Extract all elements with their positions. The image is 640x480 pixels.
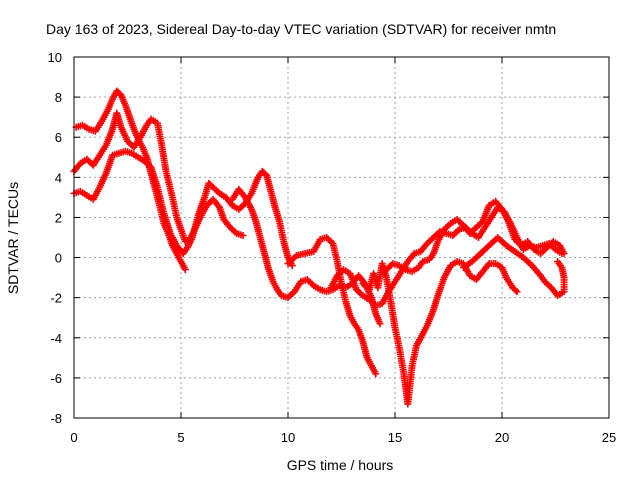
series-trace-3 — [70, 147, 296, 270]
y-tick-label: 8 — [55, 90, 62, 105]
data-point — [554, 258, 562, 266]
x-tick-label: 0 — [70, 430, 77, 445]
series-trace-8 — [459, 234, 568, 300]
y-tick-label: -8 — [50, 411, 62, 426]
x-axis-label: GPS time / hours — [287, 457, 394, 473]
y-tick-label: -2 — [50, 291, 62, 306]
x-tick-label: 20 — [495, 430, 509, 445]
data-point — [181, 266, 189, 274]
data-point — [560, 250, 568, 258]
data-point — [513, 288, 521, 296]
y-tick-label: 2 — [55, 210, 62, 225]
data-point — [372, 370, 380, 378]
y-tick-label: 6 — [55, 130, 62, 145]
y-tick-label: -4 — [50, 331, 62, 346]
x-tick-label: 10 — [281, 430, 295, 445]
series-trace-2 — [70, 109, 247, 246]
axis-ticks: 0 5 10 15 20 25 -8 -6 -4 -2 0 2 4 6 8 10 — [48, 50, 617, 445]
chart-title: Day 163 of 2023, Sidereal Day-to-day VTE… — [46, 21, 556, 37]
data-point — [288, 262, 296, 270]
grid-lines — [74, 57, 609, 418]
data-point — [512, 286, 520, 294]
y-tick-label: -6 — [50, 371, 62, 386]
series-trace-7 — [359, 258, 521, 408]
series-trace-5 — [284, 234, 380, 378]
x-tick-label: 15 — [388, 430, 402, 445]
series-trace-4 — [228, 185, 384, 328]
y-axis-label: SDTVAR / TECUs — [5, 182, 21, 294]
data-point — [376, 320, 384, 328]
data-point — [239, 231, 247, 239]
data-points — [70, 87, 568, 408]
y-tick-label: 4 — [55, 170, 62, 185]
series-trace-9 — [382, 197, 568, 276]
y-tick-label: 0 — [55, 251, 62, 266]
plot-frame — [73, 56, 610, 419]
y-tick-label: 10 — [48, 50, 62, 65]
series-trace-6 — [327, 203, 566, 310]
x-tick-label: 5 — [177, 430, 184, 445]
x-tick-label: 25 — [602, 430, 616, 445]
